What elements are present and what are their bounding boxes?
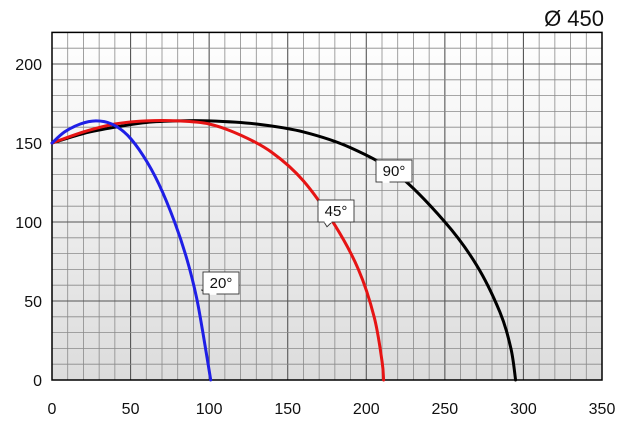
x-tick-label: 200 — [353, 401, 380, 418]
plot-frame — [51, 31, 603, 381]
callout-box — [202, 271, 240, 295]
series-line-90deg — [50, 119, 518, 382]
tick-labels: 0 50 100 150 200 250 300 350 0 50 100 150 200 — [15, 57, 615, 418]
x-tick-label: 0 — [48, 401, 57, 418]
x-tick-label: 350 — [589, 401, 616, 418]
x-tick-label: 100 — [196, 401, 223, 418]
callout-box — [375, 159, 413, 183]
x-tick-label: 150 — [274, 401, 301, 418]
x-tick-label: 250 — [432, 401, 459, 418]
y-tick-label: 0 — [33, 373, 42, 390]
chart-title: Ø 450 — [544, 6, 604, 31]
series-line-20deg — [50, 119, 213, 382]
x-tick-label: 300 — [510, 401, 537, 418]
series-group — [50, 119, 518, 382]
callout-label: 90° — [383, 163, 406, 180]
y-tick-label: 50 — [24, 294, 42, 311]
y-tick-label: 150 — [15, 136, 42, 153]
series-line-45deg — [50, 119, 386, 382]
callout-90deg: 90° — [375, 159, 413, 183]
callout-box — [317, 199, 355, 223]
x-tick-label: 50 — [122, 401, 140, 418]
y-tick-label: 100 — [15, 215, 42, 232]
callout-label: 45° — [325, 203, 348, 220]
callouts: 20° 45° 90° — [201, 159, 413, 295]
callout-20deg: 20° — [201, 271, 240, 295]
callout-label: 20° — [210, 275, 233, 292]
y-tick-label: 200 — [15, 57, 42, 74]
callout-45deg: 45° — [317, 199, 355, 228]
